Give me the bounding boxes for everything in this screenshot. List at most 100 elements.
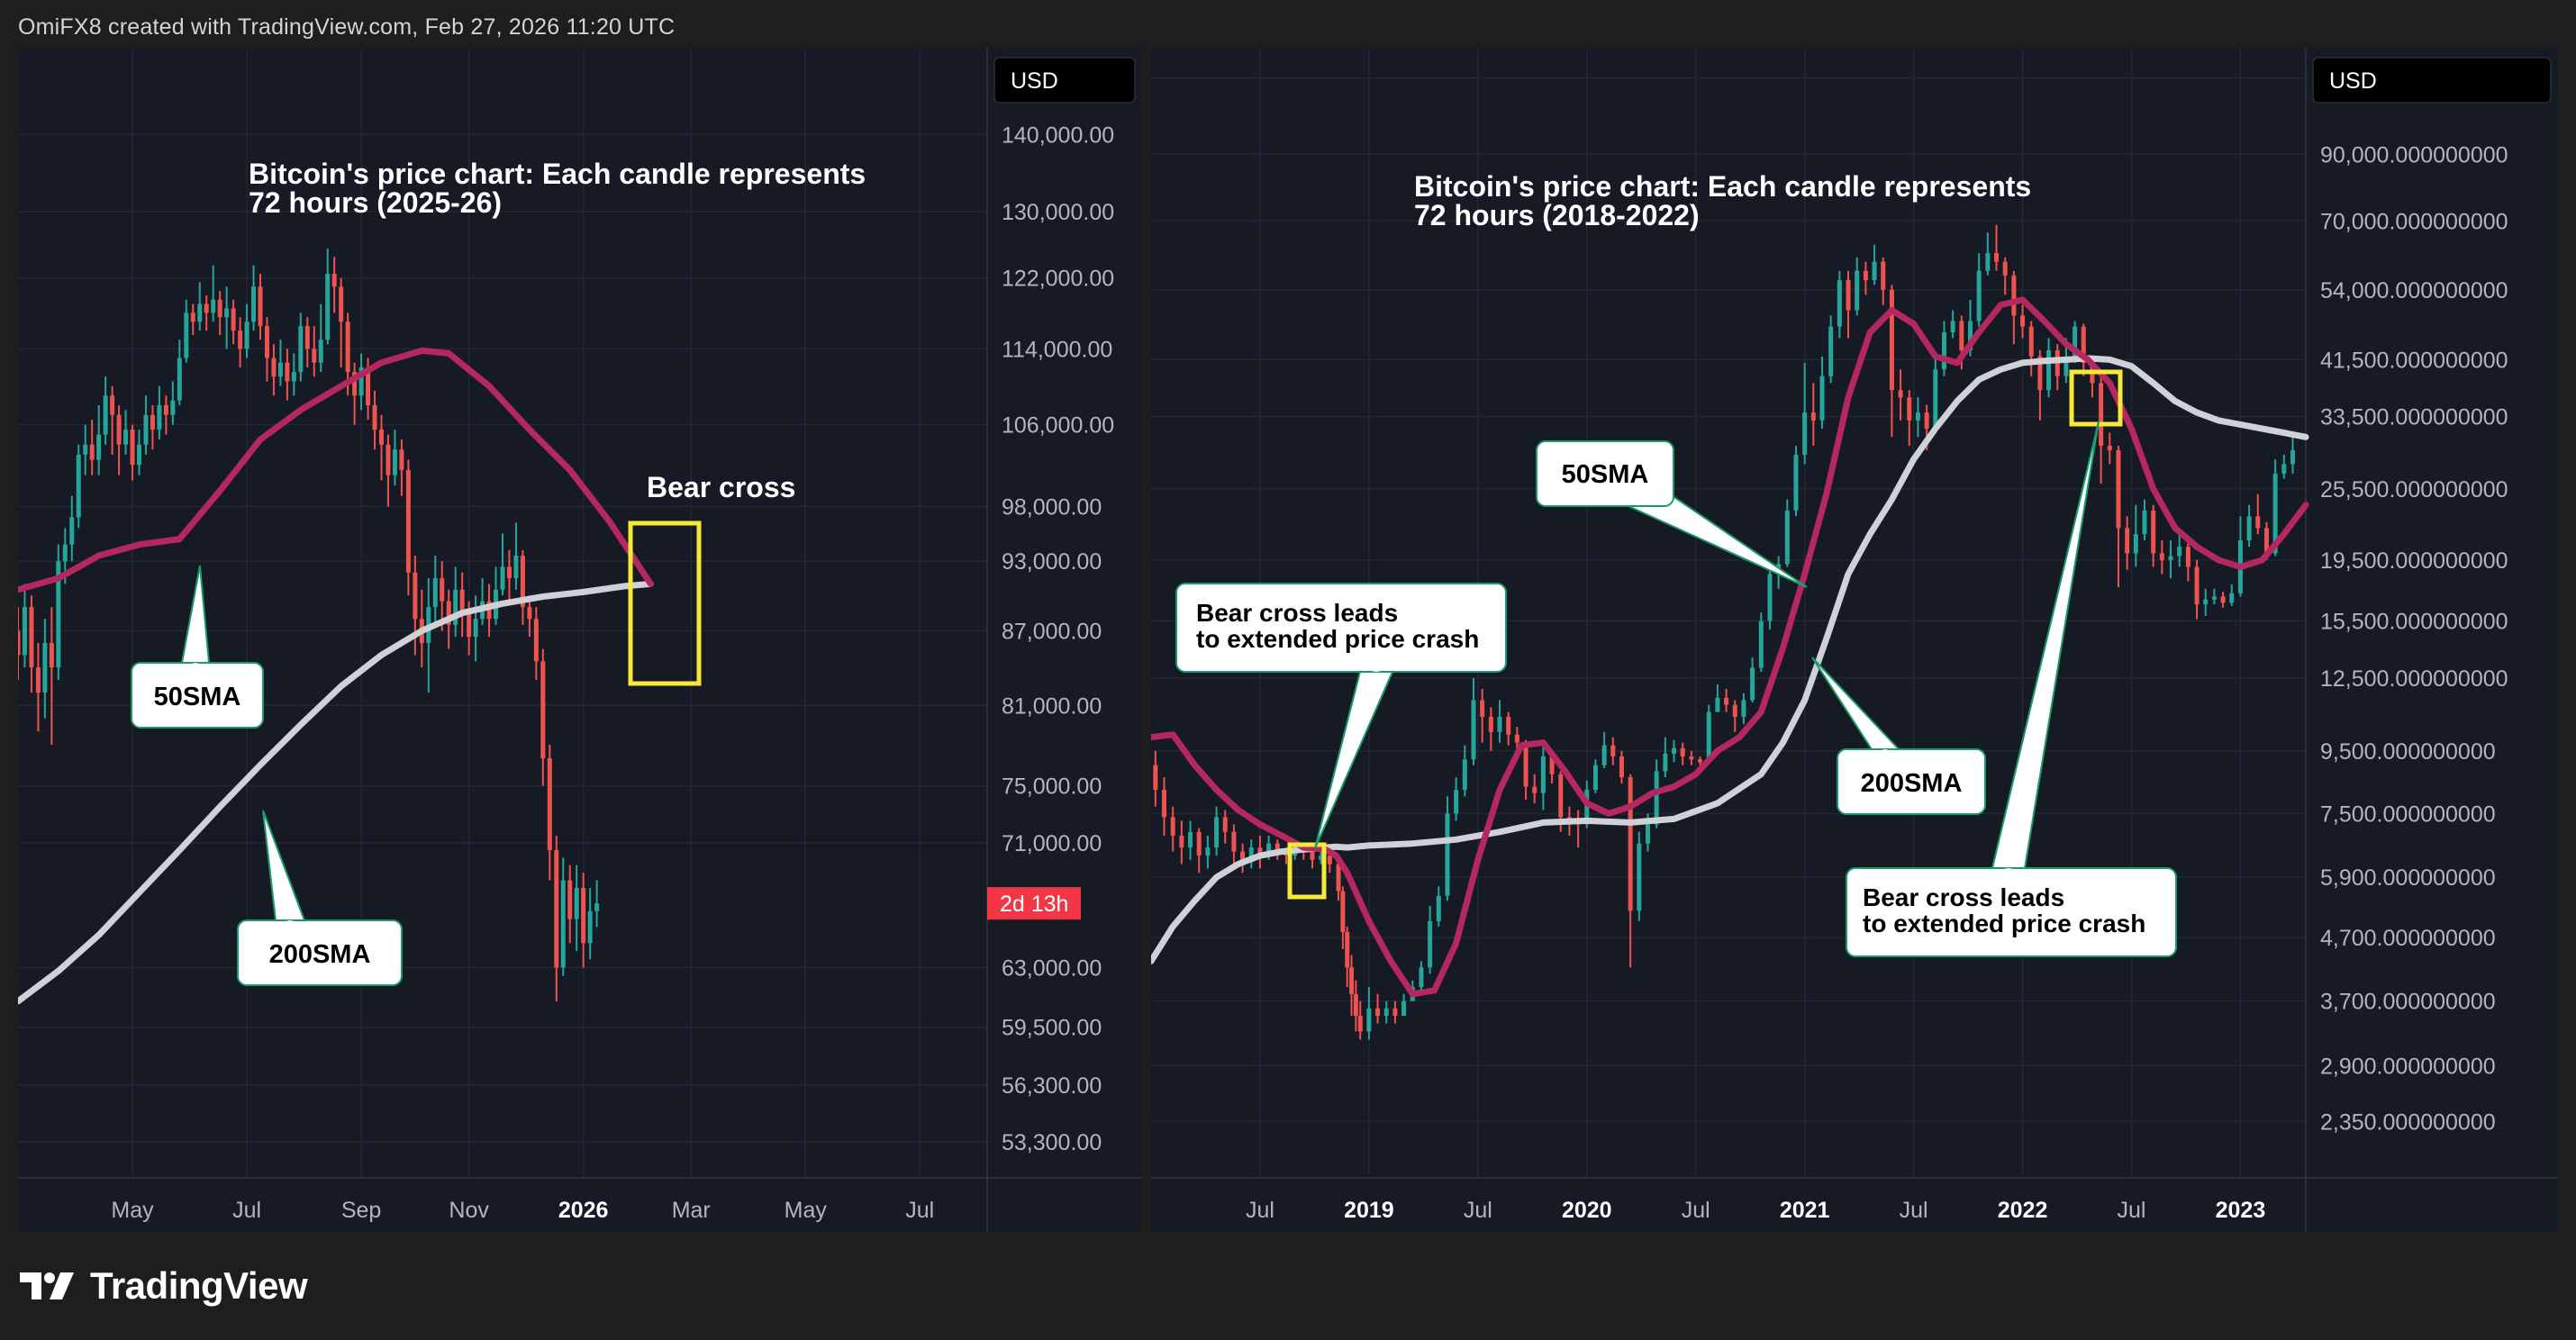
candle[interactable] bbox=[157, 385, 162, 440]
candle[interactable] bbox=[413, 556, 418, 656]
candle[interactable] bbox=[494, 566, 499, 625]
candle[interactable] bbox=[1898, 369, 1903, 421]
candle[interactable] bbox=[459, 572, 465, 638]
candle[interactable] bbox=[426, 578, 431, 693]
candle[interactable] bbox=[2028, 321, 2034, 376]
candle[interactable] bbox=[1188, 820, 1193, 860]
candle[interactable] bbox=[1610, 737, 1616, 765]
candle[interactable] bbox=[1994, 224, 2000, 271]
candle[interactable] bbox=[163, 395, 168, 435]
candle[interactable] bbox=[123, 410, 129, 455]
candle[interactable] bbox=[2246, 504, 2252, 548]
candle[interactable] bbox=[204, 294, 209, 331]
candle[interactable] bbox=[285, 349, 290, 401]
candle[interactable] bbox=[264, 317, 269, 382]
candle[interactable] bbox=[49, 607, 54, 746]
candle[interactable] bbox=[2151, 504, 2156, 567]
candle[interactable] bbox=[42, 619, 48, 719]
candle[interactable] bbox=[1855, 257, 1860, 316]
candle[interactable] bbox=[2237, 516, 2243, 597]
right-price-chart[interactable]: 120,000.00000000090,000.00000000070,000.… bbox=[1151, 49, 2558, 1232]
candle[interactable] bbox=[594, 880, 600, 928]
candle[interactable] bbox=[1724, 688, 1729, 712]
candle[interactable] bbox=[130, 424, 135, 481]
candle[interactable] bbox=[1872, 244, 1877, 285]
candle[interactable] bbox=[1846, 270, 1851, 339]
candle[interactable] bbox=[1214, 806, 1220, 856]
candle[interactable] bbox=[339, 277, 344, 367]
candle[interactable] bbox=[1619, 750, 1624, 784]
candle[interactable] bbox=[554, 835, 559, 1001]
candle[interactable] bbox=[312, 326, 317, 377]
candle[interactable] bbox=[1715, 684, 1720, 712]
candle[interactable] bbox=[1741, 693, 1746, 725]
candle[interactable] bbox=[2002, 257, 2008, 295]
candle[interactable] bbox=[325, 248, 331, 345]
candle[interactable] bbox=[1375, 993, 1381, 1024]
candle[interactable] bbox=[2159, 540, 2164, 575]
candle[interactable] bbox=[1575, 810, 1581, 848]
candle[interactable] bbox=[1810, 383, 1816, 446]
candle[interactable] bbox=[358, 353, 364, 411]
candle[interactable] bbox=[574, 865, 579, 952]
candle[interactable] bbox=[581, 873, 586, 968]
candle[interactable] bbox=[506, 549, 512, 602]
candle[interactable] bbox=[1689, 750, 1694, 765]
candle[interactable] bbox=[298, 312, 304, 382]
time-axis[interactable]: May Jul Sep Nov 2026 Mar May Jul bbox=[111, 1198, 934, 1223]
candle[interactable] bbox=[399, 439, 404, 496]
candle[interactable] bbox=[486, 584, 492, 638]
candle[interactable] bbox=[2220, 592, 2226, 608]
candle[interactable] bbox=[76, 444, 81, 529]
right-chart-panel[interactable]: 120,000.00000000090,000.00000000070,000.… bbox=[1151, 49, 2558, 1232]
candle[interactable] bbox=[1601, 731, 1607, 769]
candle[interactable] bbox=[1706, 704, 1711, 763]
candle[interactable] bbox=[231, 299, 236, 345]
candle[interactable] bbox=[89, 420, 95, 475]
candle[interactable] bbox=[244, 303, 249, 358]
candle[interactable] bbox=[1523, 739, 1528, 801]
left-price-chart[interactable]: 140,000.00 130,000.00 122,000.00 114,000.00… bbox=[18, 49, 1142, 1232]
candle[interactable] bbox=[1497, 700, 1502, 743]
candle[interactable] bbox=[2125, 516, 2130, 570]
candle[interactable] bbox=[432, 556, 438, 625]
tradingview-logo[interactable]: TradingView bbox=[20, 1263, 308, 1309]
candle[interactable] bbox=[1248, 839, 1254, 869]
candle[interactable] bbox=[1462, 745, 1467, 797]
candle[interactable] bbox=[211, 265, 216, 322]
candle[interactable] bbox=[1514, 727, 1519, 751]
candle[interactable] bbox=[567, 865, 573, 944]
currency-selector[interactable]: USD bbox=[2312, 57, 2552, 104]
candle[interactable] bbox=[1540, 739, 1546, 810]
candle[interactable] bbox=[1345, 926, 1350, 988]
candle[interactable] bbox=[1222, 810, 1228, 844]
candle[interactable] bbox=[1784, 499, 1790, 567]
candle[interactable] bbox=[527, 595, 532, 638]
candle[interactable] bbox=[2142, 499, 2147, 541]
candle[interactable] bbox=[1419, 961, 1424, 994]
candle[interactable] bbox=[1881, 257, 1886, 305]
candle[interactable] bbox=[1401, 993, 1407, 1016]
candle[interactable] bbox=[2203, 588, 2209, 616]
candle[interactable] bbox=[22, 584, 27, 668]
candle[interactable] bbox=[1592, 759, 1598, 793]
candle[interactable] bbox=[197, 282, 203, 331]
candle[interactable] bbox=[1445, 796, 1450, 901]
candle[interactable] bbox=[1637, 831, 1642, 921]
candle[interactable] bbox=[217, 291, 222, 336]
candle[interactable] bbox=[1383, 1000, 1389, 1024]
candle[interactable] bbox=[540, 648, 546, 786]
candle[interactable] bbox=[1732, 700, 1737, 732]
candle[interactable] bbox=[177, 340, 182, 405]
candle[interactable] bbox=[2168, 540, 2173, 579]
candle[interactable] bbox=[2229, 584, 2235, 606]
candle[interactable] bbox=[1793, 445, 1799, 517]
candle[interactable] bbox=[2133, 504, 2138, 567]
candle[interactable] bbox=[405, 459, 411, 596]
candle[interactable] bbox=[1336, 859, 1341, 901]
candle[interactable] bbox=[500, 533, 505, 596]
candle[interactable] bbox=[251, 265, 257, 331]
candle[interactable] bbox=[18, 607, 21, 681]
candle[interactable] bbox=[1392, 1000, 1398, 1024]
candle[interactable] bbox=[1153, 750, 1158, 807]
